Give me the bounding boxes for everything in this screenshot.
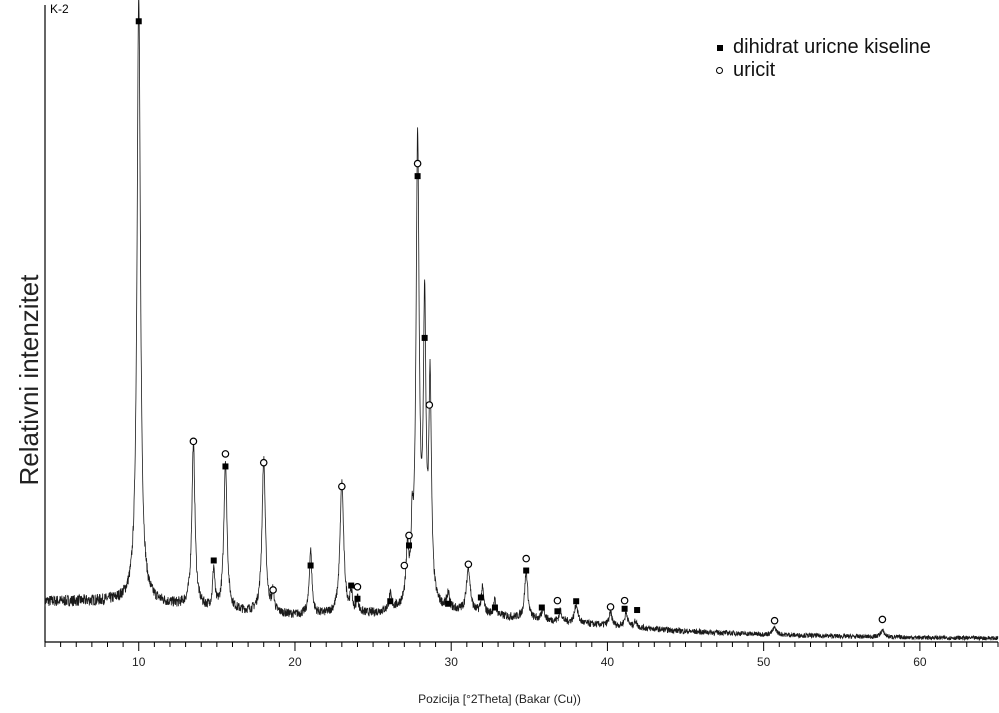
circle-peak-marker — [522, 554, 530, 563]
x-tick-label: 10 — [132, 655, 146, 669]
circle-peak-marker — [464, 560, 473, 569]
square-peak-marker — [621, 605, 628, 612]
circle-peak-marker — [338, 482, 346, 491]
y-axis-label: Relativni intenzitet — [14, 274, 44, 486]
circle-peak-marker — [353, 583, 362, 591]
legend: dihidrat uricne kiseline uricit — [712, 36, 931, 82]
x-tick-label: 60 — [913, 655, 927, 669]
square-peak-marker — [477, 594, 484, 601]
circle-peak-marker — [413, 159, 422, 168]
square-peak-marker — [538, 604, 545, 611]
circle-peak-marker — [221, 450, 230, 458]
x-ticks: 10 20 30 40 50 60 — [44, 642, 999, 669]
circle-peak-marker — [553, 596, 562, 605]
diffraction-pattern-line — [44, 0, 999, 642]
circle-peak-marker — [259, 458, 268, 467]
square-peak-marker — [406, 542, 413, 549]
square-peak-marker — [634, 607, 641, 614]
square-peak-marker — [554, 608, 561, 615]
circle-peak-marker — [770, 616, 779, 625]
circle-peak-marker — [189, 437, 198, 446]
panel-label: K-2 — [50, 2, 69, 16]
circle-marker-icon — [716, 67, 723, 74]
square-peak-marker — [307, 562, 314, 569]
x-tick-label: 50 — [757, 655, 771, 669]
peak-markers — [135, 18, 887, 625]
square-peak-marker — [573, 598, 580, 605]
x-tick-label: 30 — [445, 655, 459, 669]
square-peak-marker — [222, 463, 229, 470]
square-peak-marker — [210, 557, 217, 564]
square-peak-marker — [491, 604, 498, 611]
legend-item-uricit: uricit — [712, 59, 931, 82]
legend-item-dihidrat: dihidrat uricne kiseline — [712, 36, 931, 59]
circle-peak-marker — [425, 401, 434, 409]
circle-peak-marker — [269, 586, 277, 594]
square-marker-icon — [717, 44, 723, 51]
legend-label: uricit — [733, 59, 776, 81]
legend-label: dihidrat uricne kiseline — [733, 36, 931, 58]
circle-peak-marker — [878, 615, 887, 624]
x-tick-label: 40 — [601, 655, 615, 669]
square-peak-marker — [523, 567, 530, 574]
circle-peak-marker — [400, 561, 409, 570]
square-peak-marker — [354, 595, 361, 602]
square-peak-marker — [414, 173, 421, 180]
circle-peak-marker — [620, 596, 629, 605]
plot-area — [44, 0, 999, 642]
x-axis-label: Pozicija [°2Theta] (Bakar (Cu)) — [418, 692, 581, 706]
square-peak-marker — [445, 600, 452, 607]
square-peak-marker — [135, 18, 142, 25]
square-peak-marker — [348, 582, 355, 589]
axes — [44, 5, 998, 643]
circle-peak-marker — [606, 603, 615, 611]
square-peak-marker — [421, 334, 428, 341]
square-peak-marker — [387, 598, 394, 605]
x-tick-label: 20 — [288, 655, 302, 669]
circle-peak-marker — [405, 531, 413, 540]
